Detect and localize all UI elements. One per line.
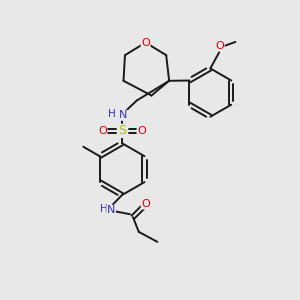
Text: O: O xyxy=(98,126,107,136)
Text: H: H xyxy=(108,109,116,119)
Text: S: S xyxy=(118,124,126,137)
Text: N: N xyxy=(119,110,127,120)
Text: O: O xyxy=(141,38,150,47)
Text: H: H xyxy=(100,204,107,214)
Text: O: O xyxy=(137,126,146,136)
Text: O: O xyxy=(215,41,224,51)
Text: O: O xyxy=(141,199,150,209)
Text: N: N xyxy=(107,206,115,215)
